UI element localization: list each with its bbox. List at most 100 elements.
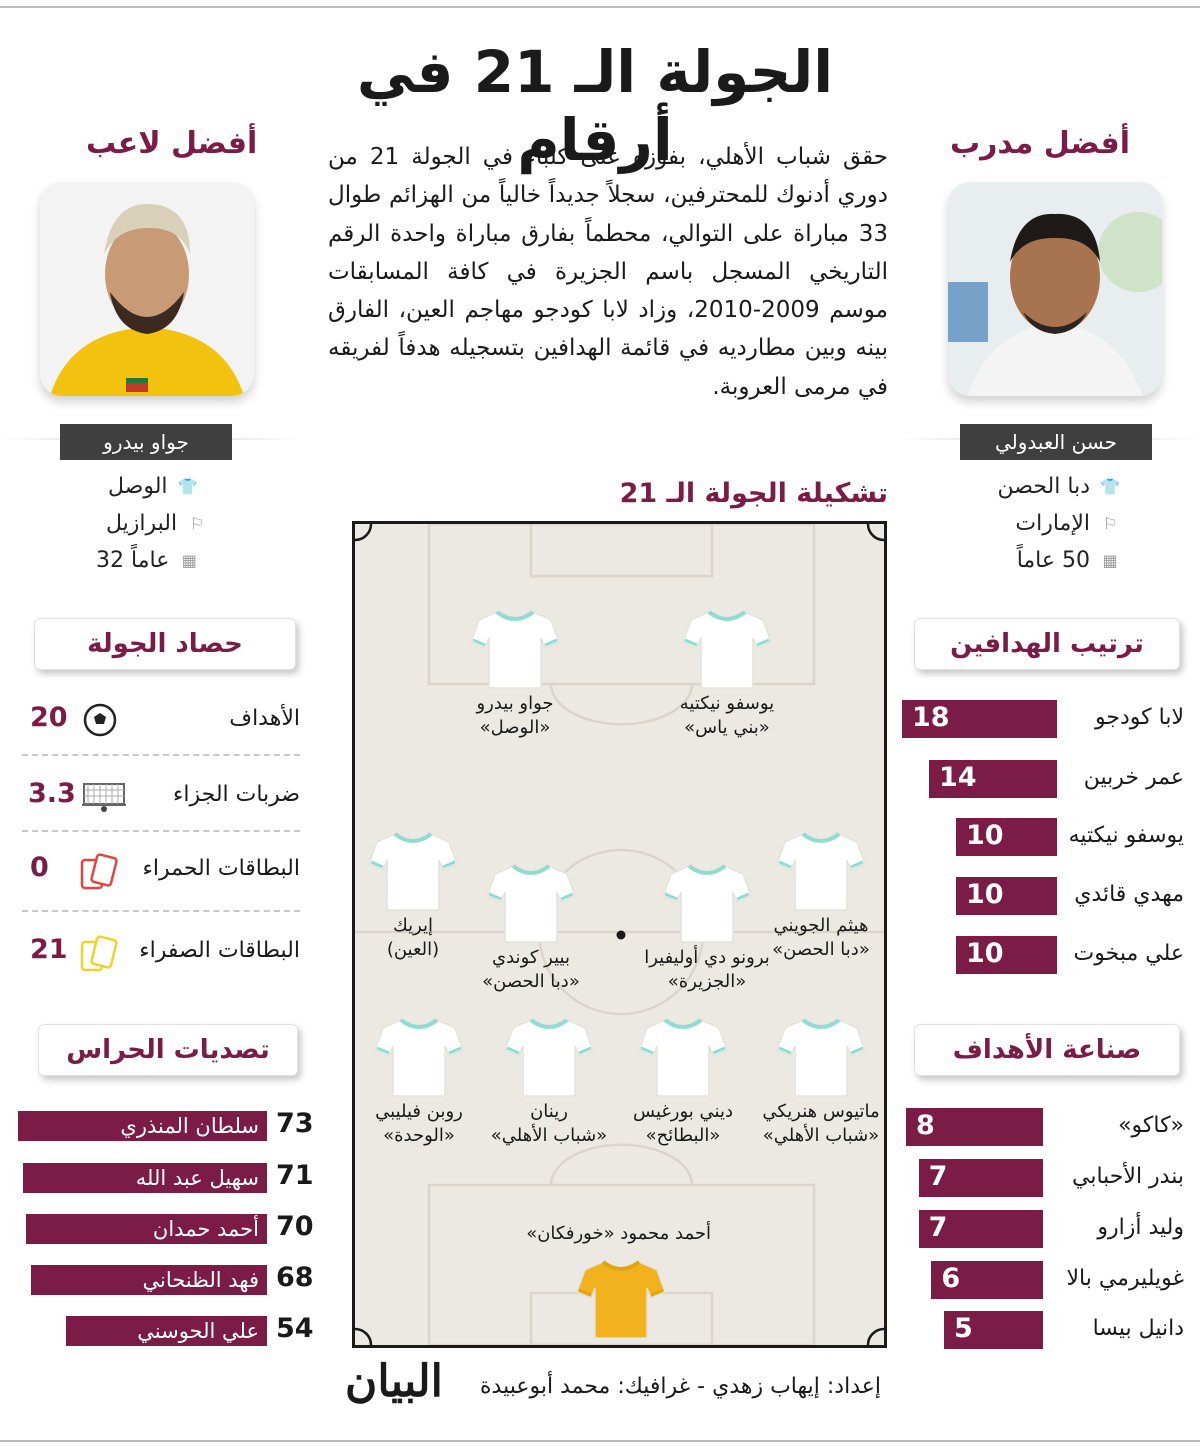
calendar-icon: ▦ bbox=[181, 551, 197, 570]
bar: 14 bbox=[929, 760, 1057, 798]
player-age: 32 عاماً bbox=[96, 548, 170, 573]
player-photo bbox=[40, 182, 254, 396]
coach-nationality-line: ⚐ الإمارات bbox=[1015, 511, 1120, 536]
stat-label: ضربات الجزاء bbox=[173, 782, 300, 807]
bar: 7 bbox=[918, 1210, 1043, 1248]
bar-label: لابا كودجو bbox=[1095, 705, 1184, 730]
shirt-icon bbox=[503, 1016, 595, 1100]
keeper-value: 71 bbox=[276, 1160, 314, 1191]
player: جواو بيدرو «الوصل» bbox=[425, 608, 605, 740]
stat-label: الأهداف bbox=[229, 706, 300, 731]
player: ماتيوس هنريكي «شباب الأهلي» bbox=[731, 1016, 911, 1148]
bar: 5 bbox=[944, 1311, 1043, 1349]
player-name: هيثم الجويني bbox=[773, 915, 869, 936]
player-club: «دبا الحصن» bbox=[772, 939, 870, 960]
coach-club: دبا الحصن bbox=[997, 474, 1090, 499]
keeper-value: 68 bbox=[276, 1262, 314, 1293]
bar: 10 bbox=[956, 818, 1057, 856]
bar-value: 7 bbox=[928, 1161, 948, 1192]
player-name: ديني بورغيس bbox=[633, 1101, 733, 1122]
player-club: «دبا الحصن» bbox=[482, 971, 580, 992]
shirt-icon bbox=[661, 862, 753, 946]
keeper-bar: أحمد حمدان bbox=[25, 1214, 267, 1244]
stat-value: 20 bbox=[30, 702, 68, 733]
bar-value: 14 bbox=[939, 762, 977, 793]
coach-club-line: 👕 دبا الحصن bbox=[998, 474, 1120, 499]
top-scorers-heading: ترتيب الهدافين bbox=[914, 618, 1180, 670]
stat-label: البطاقات الصفراء bbox=[139, 938, 300, 963]
keeper-bar: سلطان المنذري bbox=[18, 1111, 267, 1141]
bar-label: بندر الأحبابي bbox=[1072, 1164, 1184, 1189]
goal-net-icon bbox=[82, 778, 128, 814]
best-coach-heading: أفضل مدرب bbox=[949, 126, 1130, 161]
intro-paragraph: حقق شباب الأهلي، بفوزه على كلباء في الجو… bbox=[328, 144, 889, 400]
player-club: «شباب الأهلي» bbox=[762, 1125, 880, 1146]
bar: 6 bbox=[931, 1261, 1043, 1299]
player: رينان «شباب الأهلي» bbox=[459, 1016, 639, 1148]
coach-age-line: ▦ 50 عاماً bbox=[1017, 548, 1120, 573]
stat-red-cards: البطاقات الحمراء 0 bbox=[22, 840, 300, 900]
bar-value: 5 bbox=[954, 1313, 973, 1344]
player: بيير كوندي «دبا الحصن» bbox=[441, 862, 621, 994]
bar-value: 10 bbox=[966, 938, 1004, 969]
bar-value: 18 bbox=[912, 702, 950, 733]
player-name: ماتيوس هنريكي bbox=[762, 1101, 880, 1122]
bar: 7 bbox=[918, 1159, 1043, 1197]
player-name: أحمد محمود «خورفكان» bbox=[526, 1223, 711, 1244]
shirt-icon bbox=[575, 1258, 667, 1342]
divider bbox=[22, 830, 300, 832]
top-assisters-heading: صناعة الأهداف bbox=[914, 1024, 1180, 1076]
player-name: يوسفو نيكتيه bbox=[679, 693, 775, 714]
bar-label: غويليرمي بالا bbox=[1066, 1266, 1184, 1291]
nationality-icon: ⚐ bbox=[1102, 514, 1118, 533]
keeper-saves-heading: تصديات الحراس bbox=[38, 1024, 298, 1076]
player-club: الوصل bbox=[108, 474, 168, 499]
shirt-icon bbox=[775, 830, 867, 914]
player-club: «بني ياس» bbox=[684, 717, 770, 738]
round-stats-heading: حصاد الجولة bbox=[34, 618, 296, 670]
stat-penalties: ضربات الجزاء 3.3 bbox=[22, 766, 300, 826]
page-frame bbox=[0, 6, 1200, 1442]
keeper-value: 54 bbox=[276, 1313, 314, 1344]
bar: 10 bbox=[956, 936, 1057, 974]
player-club: «البطائح» bbox=[645, 1125, 721, 1146]
shirt-icon bbox=[469, 608, 561, 692]
player-club: «الوصل» bbox=[479, 717, 551, 738]
coach-nationality: الإمارات bbox=[1015, 511, 1090, 536]
page-title: الجولة الـ 21 في أرقام bbox=[356, 38, 834, 174]
nationality-icon: ⚐ bbox=[189, 514, 205, 533]
red-card-icon bbox=[80, 852, 118, 890]
divider bbox=[22, 754, 300, 756]
player: برونو دي أوليفيرا «الجزيرة» bbox=[617, 862, 797, 994]
lineup-heading: تشكيلة الجولة الـ 21 bbox=[619, 478, 888, 509]
player: يوسفو نيكتيه «بني ياس» bbox=[637, 608, 817, 740]
player-club: (العين) bbox=[386, 939, 440, 960]
shirt-icon: 👕 bbox=[177, 477, 198, 496]
keeper-value: 73 bbox=[276, 1108, 314, 1139]
shirt-icon bbox=[637, 1016, 729, 1100]
player: روبن فيليبي «الوحدة» bbox=[329, 1016, 509, 1148]
player-club-line: 👕 الوصل bbox=[108, 474, 198, 499]
coach-age: 50 عاماً bbox=[1016, 548, 1090, 573]
calendar-icon: ▦ bbox=[1102, 551, 1118, 570]
player-nationality: البرازيل bbox=[106, 511, 178, 536]
bar-value: 7 bbox=[928, 1212, 948, 1243]
shirt-icon bbox=[775, 1016, 867, 1100]
bar-value: 10 bbox=[966, 820, 1004, 851]
shirt-icon bbox=[373, 1016, 465, 1100]
coach-name: حسن العبدولي bbox=[960, 424, 1152, 460]
shirt-icon bbox=[367, 830, 459, 914]
player-nationality-line: ⚐ البرازيل bbox=[106, 511, 207, 536]
player-name: روبن فيليبي bbox=[375, 1101, 463, 1122]
player-name: بيير كوندي bbox=[492, 947, 570, 968]
stat-yellow-cards: البطاقات الصفراء 21 bbox=[22, 922, 300, 982]
bar: 8 bbox=[906, 1108, 1043, 1146]
keeper-bar: علي الحوسني bbox=[66, 1316, 267, 1346]
bar-label: عمر خربين bbox=[1083, 765, 1184, 790]
bar-value: 10 bbox=[966, 879, 1004, 910]
stat-value: 3.3 bbox=[28, 778, 76, 809]
player: إيريك (العين) bbox=[323, 830, 503, 962]
bar-label: مهدي قائدي bbox=[1074, 882, 1184, 907]
player-name: رينان bbox=[530, 1101, 568, 1122]
bar-label: وليد أزارو bbox=[1097, 1215, 1184, 1240]
